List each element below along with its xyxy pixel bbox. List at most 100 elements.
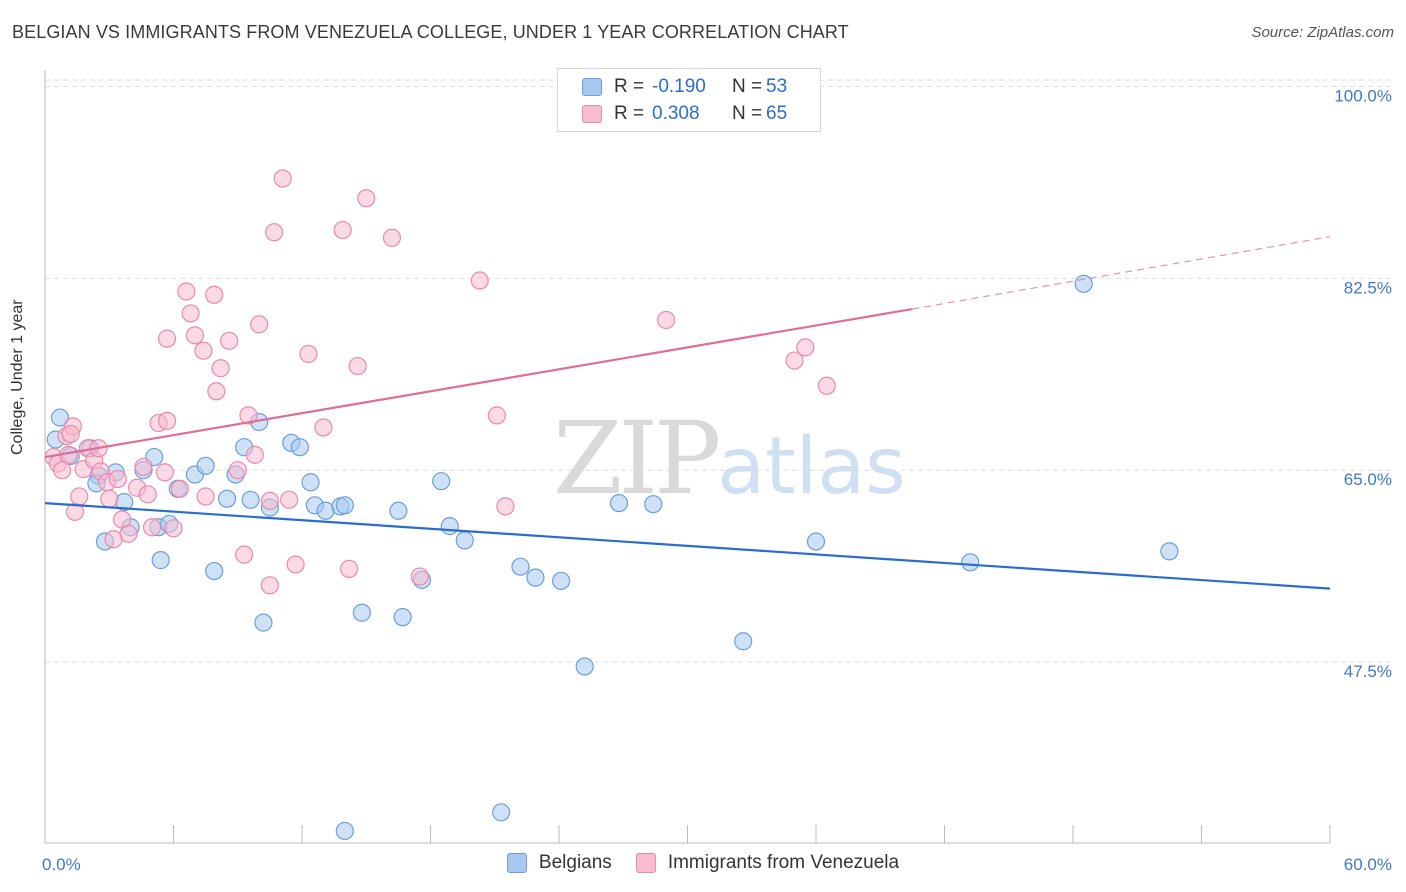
point-venezuela	[138, 485, 157, 504]
point-venezuela	[70, 487, 89, 506]
point-venezuela	[100, 489, 119, 508]
point-venezuela	[194, 341, 213, 360]
legend-r-value: -0.190	[652, 76, 706, 97]
trend-line-belgians	[44, 502, 1331, 590]
point-venezuela	[134, 457, 153, 477]
point-belgians	[352, 603, 372, 622]
point-venezuela	[239, 406, 258, 425]
point-venezuela	[299, 344, 318, 364]
legend-r-label: R =	[614, 76, 645, 97]
point-venezuela	[260, 576, 279, 595]
point-venezuela	[340, 559, 359, 578]
point-venezuela	[220, 331, 239, 350]
point-venezuela	[245, 445, 264, 464]
point-belgians	[196, 456, 215, 475]
point-venezuela	[164, 519, 183, 538]
legend-label-venezuela: Immigrants from Venezuela	[667, 852, 900, 873]
point-venezuela	[357, 189, 376, 208]
point-belgians	[290, 438, 309, 457]
point-belgians	[217, 489, 237, 508]
chart-source: Source: ZipAtlas.com	[1251, 24, 1394, 41]
point-venezuela	[796, 338, 815, 357]
point-belgians	[241, 490, 260, 509]
point-belgians	[151, 551, 170, 570]
point-venezuela	[228, 461, 247, 480]
point-belgians	[609, 493, 629, 513]
x-tick-label: 0.0%	[42, 855, 81, 874]
series-legend: Belgians Immigrants from Venezuela	[0, 852, 1406, 874]
point-venezuela	[196, 487, 215, 506]
legend-swatch-belgians	[506, 853, 527, 873]
point-belgians	[335, 496, 354, 515]
point-venezuela	[410, 567, 429, 586]
point-belgians	[575, 657, 594, 676]
y-tick-label: 82.5%	[1344, 278, 1392, 297]
legend-swatch-venezuela	[635, 853, 656, 873]
trend-line-venezuela	[44, 307, 913, 459]
point-belgians	[455, 531, 474, 550]
legend-item-venezuela[interactable]: Immigrants from Venezuela	[635, 852, 900, 874]
point-belgians	[393, 608, 412, 627]
y-tick-label: 65.0%	[1344, 470, 1392, 489]
point-venezuela	[235, 545, 254, 564]
correlation-legend: R = -0.190 N = 53 R = 0.308 N = 65	[557, 68, 821, 132]
y-tick-label: 100.0%	[1334, 86, 1392, 105]
legend-n-label: N =	[732, 103, 763, 124]
point-venezuela	[265, 223, 284, 242]
point-belgians	[301, 473, 320, 492]
point-belgians	[389, 501, 408, 520]
point-venezuela	[487, 406, 506, 425]
point-venezuela	[348, 356, 367, 376]
point-venezuela	[157, 329, 177, 348]
point-venezuela	[273, 169, 292, 188]
point-venezuela	[280, 490, 299, 509]
legend-label-belgians: Belgians	[538, 852, 612, 873]
point-venezuela	[817, 376, 836, 395]
point-venezuela	[333, 220, 352, 240]
y-tick-label: 47.5%	[1344, 662, 1392, 681]
point-belgians	[526, 568, 545, 587]
point-venezuela	[207, 382, 226, 401]
point-belgians	[644, 495, 663, 514]
point-venezuela	[470, 271, 489, 290]
legend-item-belgians[interactable]: Belgians	[506, 852, 612, 874]
point-belgians	[1160, 542, 1179, 561]
y-axis-label: College, Under 1 year	[9, 299, 26, 455]
point-belgians	[806, 532, 826, 551]
point-venezuela	[185, 326, 205, 345]
point-venezuela	[656, 310, 676, 330]
point-belgians	[734, 632, 753, 651]
legend-row-belgians: R = -0.190 N = 53	[582, 76, 787, 98]
point-belgians	[440, 517, 459, 536]
watermark-zip: ZIP	[553, 400, 721, 517]
point-venezuela	[181, 304, 200, 323]
legend-n-value: 53	[766, 76, 788, 97]
point-venezuela	[496, 497, 515, 516]
point-belgians	[254, 613, 273, 632]
point-venezuela	[155, 463, 175, 482]
legend-swatch-belgians	[582, 78, 602, 96]
point-venezuela	[785, 351, 804, 370]
point-venezuela	[108, 469, 127, 489]
legend-r-value: 0.308	[652, 103, 700, 124]
point-belgians	[961, 553, 980, 572]
point-belgians	[335, 821, 354, 841]
point-belgians	[50, 408, 70, 427]
x-tick-label: 60.0%	[1344, 855, 1392, 874]
point-venezuela	[205, 285, 224, 304]
point-belgians	[552, 571, 571, 591]
point-venezuela	[170, 479, 190, 498]
point-venezuela	[314, 418, 333, 437]
point-venezuela	[177, 282, 196, 301]
point-belgians	[205, 561, 224, 581]
point-belgians	[511, 557, 530, 576]
point-belgians	[492, 803, 511, 822]
point-belgians	[432, 472, 451, 491]
point-venezuela	[61, 424, 80, 444]
point-venezuela	[104, 530, 123, 549]
point-venezuela	[286, 555, 305, 574]
point-belgians	[316, 501, 335, 520]
point-venezuela	[142, 518, 162, 537]
watermark-atlas: atlas	[717, 422, 906, 512]
